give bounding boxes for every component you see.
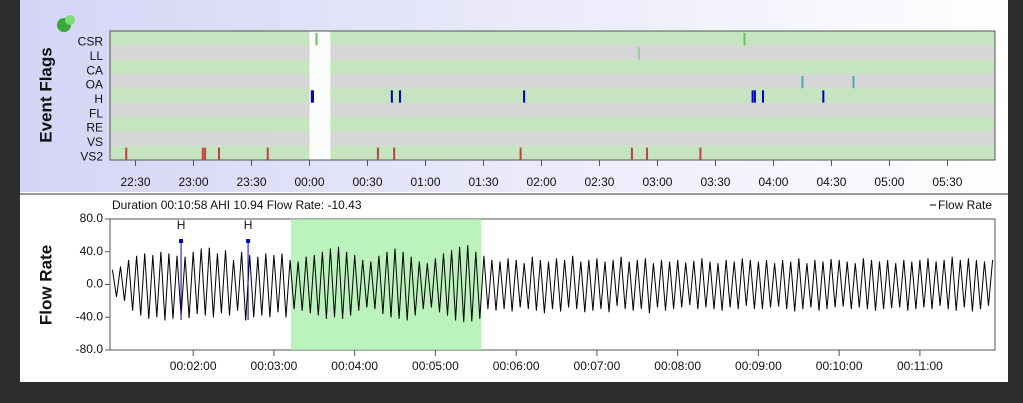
x-tick-label: 00:11:00 [897,359,943,373]
x-tick-label: 01:30 [468,175,498,189]
selection [309,31,331,160]
event-label: H [177,218,186,232]
event-flag [390,90,393,103]
x-tick-label: 00:08:00 [654,359,701,373]
event-flag [218,147,221,160]
row-label: H [94,92,103,106]
event-flag [762,90,765,103]
event-flag [637,47,640,60]
y-tick-label: 80.0 [80,211,104,225]
flow-title: Duration 00:10:58 AHI 10.94 Flow Rate: -… [112,198,362,212]
y-tick-label: -80.0 [76,342,104,356]
event-label: H [244,218,253,232]
x-tick-label: 00:02:00 [170,359,217,373]
x-tick-label: 02:00 [526,175,556,189]
event-flag [743,33,746,46]
event-flag [310,90,313,103]
event-flag [204,147,207,160]
pin-icon [57,15,75,32]
flow-y-label: Flow Rate [36,245,55,325]
event-flag [753,90,756,103]
row-stripe [110,45,995,60]
x-tick-label: 00:30 [352,175,382,189]
event-flag [398,90,401,103]
event-dot [179,239,184,243]
x-tick-label: 23:30 [236,175,266,189]
x-tick-label: 00:07:00 [574,359,621,373]
plot-area [109,218,996,351]
event-flag [822,90,825,103]
row-stripe [110,102,995,117]
y-tick-label: 40.0 [80,244,104,258]
event-flag [523,90,526,103]
row-label: OA [86,78,103,92]
event-flag [125,147,128,160]
event-flag [315,33,318,46]
event-flag [801,76,804,89]
x-tick-label: 00:05:00 [412,359,459,373]
y-tick-label: 0.0 [86,277,103,291]
highlight [290,219,482,350]
legend-label: Flow Rate [938,198,992,212]
event-dot [246,239,251,243]
row-label: CA [86,63,103,77]
x-tick-label: 03:30 [700,175,730,189]
x-tick-label: 05:30 [932,175,962,189]
row-label: CSR [78,35,104,49]
row-stripe [110,88,995,103]
event-flag [699,147,702,160]
x-tick-label: 04:00 [758,175,788,189]
event-flag [266,147,269,160]
row-stripe [110,145,995,160]
event-flag [311,90,314,103]
x-tick-label: 03:00 [642,175,672,189]
row-label: VS2 [80,149,103,163]
event-flag [852,76,855,89]
event-flag [201,147,204,160]
event-flag [376,147,379,160]
x-tick-label: 00:06:00 [493,359,540,373]
x-tick-label: 00:00 [294,175,324,189]
x-tick-label: 22:30 [121,175,151,189]
row-stripe [110,131,995,146]
event-flag [646,147,649,160]
y-tick-label: -40.0 [76,309,104,323]
x-tick-label: 01:00 [410,175,440,189]
event-flag [630,147,633,160]
x-tick-label: 05:00 [874,175,904,189]
row-label: VS [87,135,103,149]
plot-frame [109,30,996,161]
x-tick-label: 00:04:00 [331,359,378,373]
x-tick-label: 00:10:00 [816,359,863,373]
flags-y-label: Event Flags [36,47,55,142]
x-tick-label: 00:03:00 [251,359,298,373]
x-tick-label: 00:09:00 [735,359,782,373]
row-stripe [110,59,995,74]
x-tick-label: 23:00 [178,175,208,189]
event-flag [393,147,396,160]
row-stripe [110,117,995,132]
row-stripe [110,74,995,89]
flow-line [111,245,994,323]
event-flag [751,90,754,103]
row-label: FL [89,106,103,120]
row-label: RE [86,121,103,135]
event-flag [519,147,522,160]
row-label: LL [90,49,104,63]
x-tick-label: 04:30 [816,175,846,189]
x-tick-label: 02:30 [584,175,614,189]
row-stripe [110,31,995,46]
